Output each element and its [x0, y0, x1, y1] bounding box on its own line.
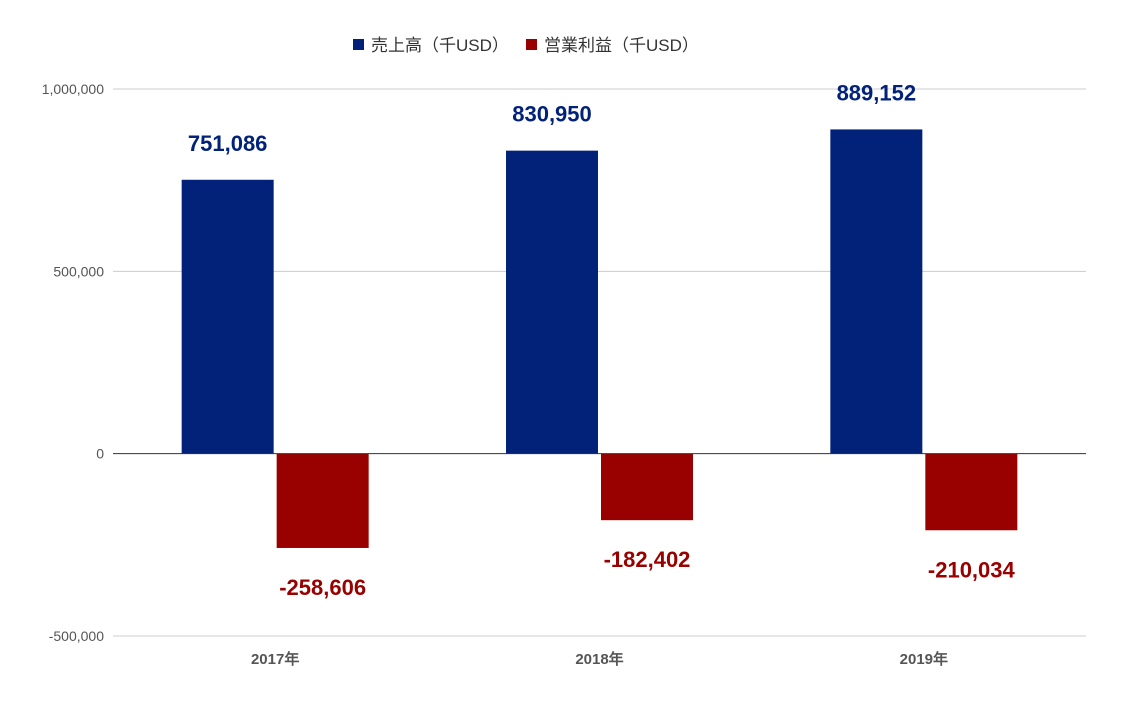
data-labels: 751,086 -258,606 830,950 -182,402 889,152 -21…	[188, 80, 1016, 600]
x-tick-label: 2018年	[575, 650, 623, 668]
legend: 売上高（千USD） 営業利益（千USD）	[353, 36, 699, 55]
y-tick-label: 1,000,000	[42, 81, 104, 97]
bars	[181, 129, 1018, 548]
x-axis-ticks: 2017年 2018年 2019年	[251, 650, 948, 668]
bar-operating-profit-0	[276, 453, 369, 548]
bar-sales-0	[181, 179, 274, 454]
x-tick-label: 2017年	[251, 650, 299, 668]
data-label-sales-2: 889,152	[837, 80, 917, 105]
y-axis-ticks: 1,000,000 500,000 0 -500,000	[42, 81, 105, 644]
bar-operating-profit-2	[925, 453, 1018, 531]
bar-operating-profit-1	[601, 453, 693, 521]
data-label-operating-profit-2: -210,034	[928, 557, 1016, 582]
legend-swatch-sales	[353, 39, 364, 50]
y-tick-label: -500,000	[49, 628, 104, 644]
data-label-operating-profit-0: -258,606	[279, 575, 366, 600]
legend-label-sales: 売上高（千USD）	[371, 36, 509, 55]
y-tick-label: 0	[96, 446, 104, 462]
bar-sales-1	[506, 150, 598, 454]
legend-swatch-operating-profit	[526, 39, 537, 50]
legend-label-operating-profit: 営業利益（千USD）	[544, 36, 699, 55]
data-label-operating-profit-1: -182,402	[604, 547, 691, 572]
data-label-sales-1: 830,950	[512, 102, 592, 127]
bar-sales-2	[830, 129, 923, 454]
data-label-sales-0: 751,086	[188, 131, 268, 156]
x-tick-label: 2019年	[900, 650, 948, 668]
y-tick-label: 500,000	[53, 263, 104, 279]
gridlines	[113, 88, 1086, 637]
